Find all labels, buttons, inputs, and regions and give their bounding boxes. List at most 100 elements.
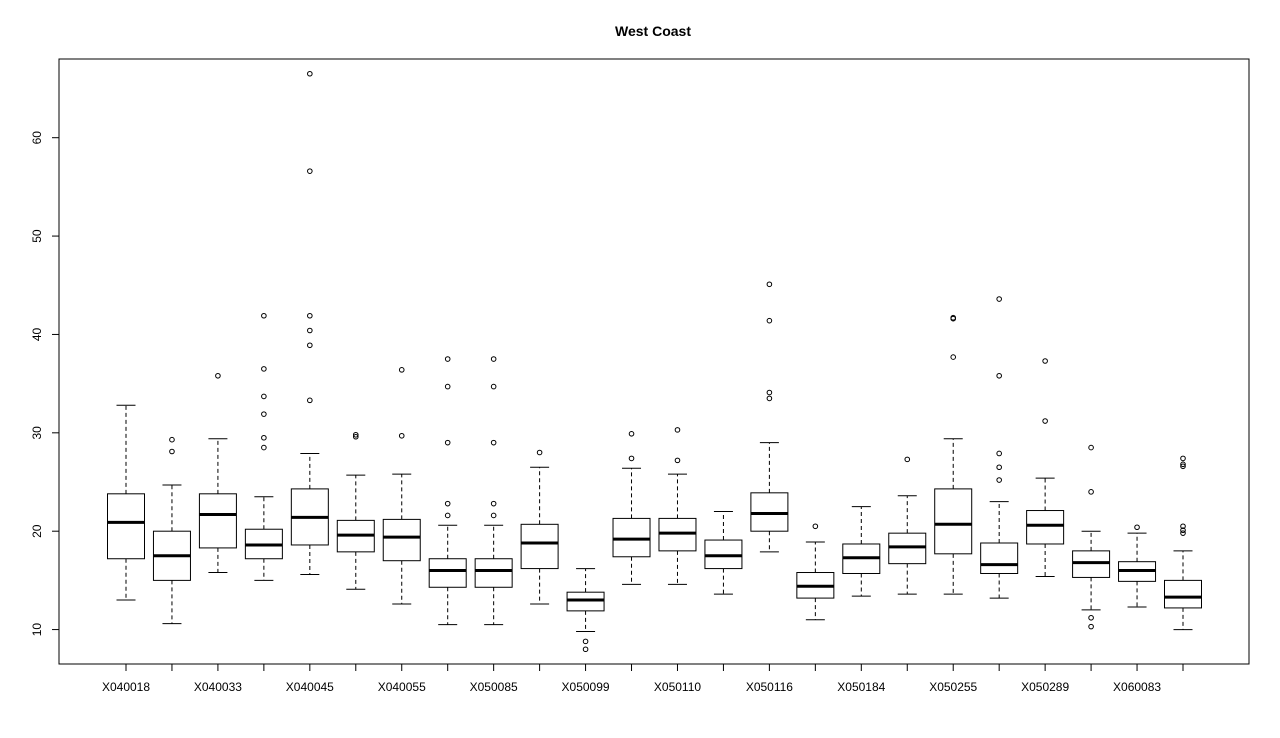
outlier-point <box>169 436 175 443</box>
iqr-box <box>474 558 513 588</box>
outlier-point <box>1180 461 1186 468</box>
box-1 <box>107 404 145 601</box>
outlier-point <box>1134 524 1140 531</box>
box-12 <box>612 431 651 585</box>
iqr-box <box>198 493 237 549</box>
outlier-point <box>950 314 957 321</box>
x-tick-label: X040055 <box>378 680 426 694</box>
box-18 <box>888 456 927 595</box>
x-tick-label: X040033 <box>194 680 242 694</box>
y-tick-label: 10 <box>30 623 44 637</box>
y-tick-label: 50 <box>30 229 44 243</box>
outlier-point <box>766 389 773 396</box>
box-24 <box>1164 455 1202 631</box>
outlier-point <box>490 383 497 390</box>
outlier-point <box>169 448 175 455</box>
outlier-point <box>1180 463 1186 470</box>
outlier-point <box>996 450 1002 457</box>
outlier-point <box>261 444 267 451</box>
outlier-point <box>398 432 405 439</box>
x-tick-label: X050116 <box>746 680 793 694</box>
outlier-point <box>1180 530 1186 536</box>
outlier-point <box>1042 418 1048 424</box>
outlier-point <box>490 500 497 507</box>
x-tick-label: X060083 <box>1113 680 1161 694</box>
box-23 <box>1118 524 1157 608</box>
y-tick-label: 30 <box>30 426 44 440</box>
box-16 <box>796 523 835 621</box>
iqr-box <box>1026 510 1065 545</box>
outlier-point <box>352 431 359 438</box>
x-tick-label: X050085 <box>470 680 518 694</box>
outlier-point <box>674 457 681 464</box>
x-axis: X040018 X040033 X040045 X040055 X050085 X0500… <box>102 663 1184 694</box>
outlier-point <box>261 393 267 400</box>
iqr-box <box>1164 579 1202 609</box>
box-20 <box>980 296 1019 599</box>
outlier-point <box>444 356 451 362</box>
outlier-point <box>1180 527 1186 534</box>
y-tick-label: 40 <box>30 327 44 341</box>
box-10 <box>520 449 559 605</box>
box-19 <box>934 314 973 595</box>
outlier-point <box>582 638 589 645</box>
x-tick-label: X040045 <box>286 680 334 694</box>
outlier-point <box>352 433 359 440</box>
x-tick-label: X040018 <box>102 680 150 694</box>
outlier-point <box>261 312 267 319</box>
outlier-point <box>215 372 221 379</box>
outlier-point <box>996 477 1002 483</box>
iqr-box <box>934 488 973 555</box>
box-15 <box>750 281 789 553</box>
outlier-point <box>582 646 589 653</box>
outlier-point <box>812 523 819 530</box>
box-8 <box>428 356 467 626</box>
outlier-point <box>674 427 681 433</box>
y-tick-label: 60 <box>30 131 44 145</box>
outlier-point <box>261 411 267 417</box>
box-9 <box>474 356 513 626</box>
box-22 <box>1072 444 1111 630</box>
y-axis: 10 20 30 40 50 60 <box>30 131 60 637</box>
outlier-point <box>307 342 313 349</box>
box-3 <box>198 372 237 574</box>
outlier-point <box>1088 623 1094 630</box>
outlier-point <box>261 366 267 372</box>
outlier-point <box>950 354 957 360</box>
box-7 <box>382 367 421 605</box>
outlier-point <box>628 455 635 462</box>
outlier-point <box>444 383 451 390</box>
outlier-point <box>1180 455 1186 462</box>
plot-frame <box>58 58 1250 665</box>
box-2 <box>152 436 191 625</box>
outlier-point <box>904 456 911 463</box>
x-tick-label: X050289 <box>1021 680 1069 694</box>
outlier-point <box>996 372 1002 379</box>
x-tick-label: X050184 <box>837 680 885 694</box>
box-4 <box>244 312 283 581</box>
outlier-point <box>444 512 451 519</box>
outlier-point <box>628 431 635 437</box>
outlier-point <box>996 296 1002 302</box>
x-tick-label: X050099 <box>562 680 610 694</box>
iqr-box <box>520 523 559 570</box>
box-13 <box>658 427 697 585</box>
outlier-point <box>536 449 543 456</box>
outlier-point <box>444 500 451 507</box>
outlier-point <box>766 395 773 402</box>
outlier-point <box>307 397 313 404</box>
x-tick-label: X050110 <box>654 680 701 694</box>
outlier-point <box>398 367 405 373</box>
outlier-point <box>490 439 497 446</box>
outlier-point <box>1180 523 1186 530</box>
iqr-box <box>980 542 1019 574</box>
box-6 <box>336 431 375 590</box>
x-tick-label: X050255 <box>929 680 977 694</box>
outlier-point <box>307 327 313 334</box>
chart-title: West Coast <box>615 23 691 39</box>
iqr-box <box>382 518 421 562</box>
outlier-point <box>307 312 313 319</box>
iqr-box <box>428 558 467 588</box>
